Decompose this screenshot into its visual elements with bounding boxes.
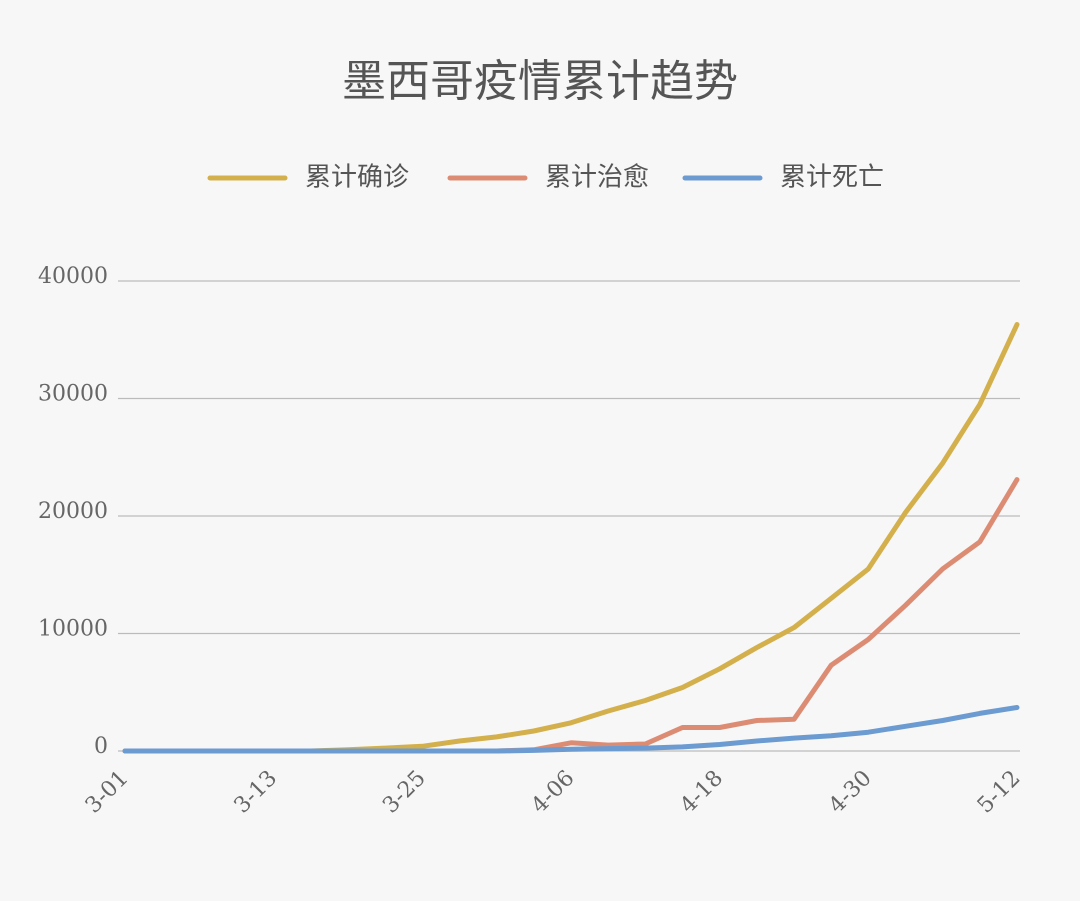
series-line	[122, 705, 1020, 754]
y-tick-label: 20000	[38, 499, 108, 524]
chart-title: 墨西哥疫情累计趋势	[342, 56, 738, 107]
y-tick-label: 30000	[38, 382, 108, 407]
legend-label: 累计治愈	[545, 163, 649, 193]
legend-label: 累计死亡	[780, 163, 884, 193]
legend-label: 累计确诊	[305, 163, 409, 193]
y-tick-label: 40000	[38, 264, 108, 289]
y-tick-label: 10000	[38, 617, 108, 642]
y-tick-label: 0	[94, 734, 108, 759]
